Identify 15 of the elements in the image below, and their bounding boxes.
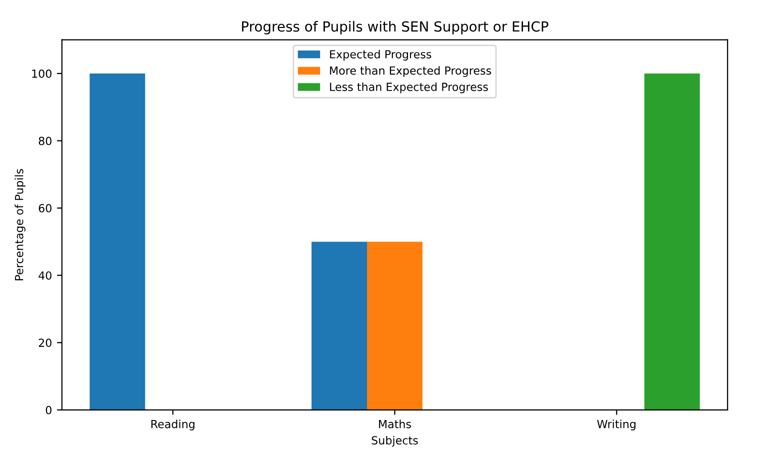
legend-label: Less than Expected Progress: [330, 82, 488, 94]
x-tick-label: Writing: [597, 420, 636, 430]
x-tick-label: Maths: [379, 420, 411, 428]
y-axis-title: Percentage of Pupils: [14, 169, 26, 280]
x-axis-title: Subjects: [372, 436, 418, 447]
y-tick-label: 0: [46, 406, 52, 414]
legend-label: More than Expected Progress: [330, 66, 492, 77]
x-tick-label: Reading: [151, 420, 194, 430]
y-tick-label: 20: [38, 338, 52, 348]
y-tick-label: 40: [38, 271, 52, 280]
y-tick-label: 100: [32, 69, 52, 78]
legend-label: Expected Progress: [330, 50, 432, 61]
y-tick-label: 60: [38, 204, 52, 212]
y-tick-label: 80: [38, 136, 52, 146]
chart-title: Progress of Pupils with SEN Support or EHCP: [242, 20, 548, 34]
